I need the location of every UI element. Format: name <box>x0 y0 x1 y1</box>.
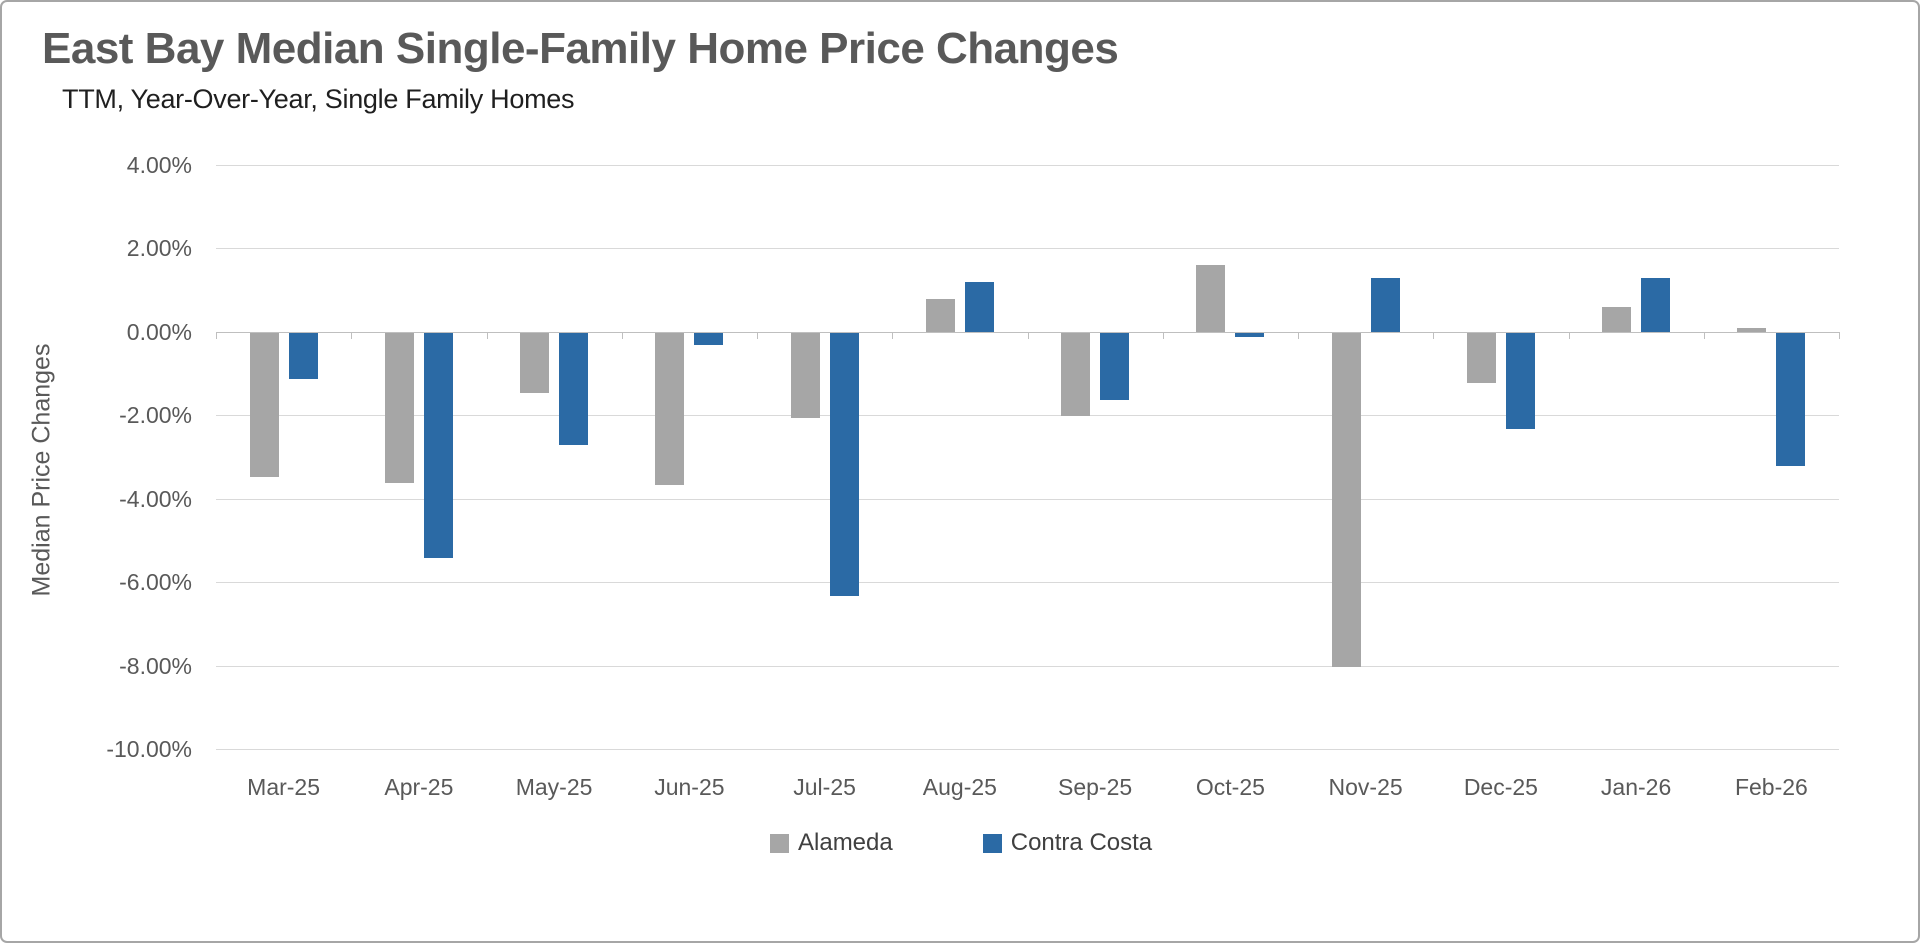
bar-contra-costa-sep-25 <box>1100 332 1130 400</box>
y-tick-label: 4.00% <box>126 152 192 178</box>
axis-tick-mark <box>1298 331 1299 339</box>
gridline <box>216 165 1839 166</box>
bar-contra-costa-apr-25 <box>423 332 453 559</box>
bar-contra-costa-dec-25 <box>1505 332 1535 429</box>
axis-tick-mark <box>1433 331 1435 339</box>
bar-contra-costa-jan-26 <box>1641 277 1671 332</box>
x-axis-tick-labels: Mar-25 Apr-25 May-25 Jun-25 Jul-25 Aug-25 Sep-… <box>216 774 1839 804</box>
axis-tick-mark <box>216 331 217 339</box>
x-tick-label-apr-25: Apr-25 <box>384 774 454 800</box>
legend-label-alameda: Alameda <box>798 829 893 856</box>
x-tick-label-may-25: May-25 <box>515 774 593 800</box>
y-tick-label: -2.00% <box>119 402 192 429</box>
gridline <box>216 665 1839 667</box>
legend: Alameda Contra Costa <box>770 829 1152 857</box>
bar-contra-costa-feb-26 <box>1776 332 1806 467</box>
chart-subtitle: TTM, Year-Over-Year, Single Family Homes <box>62 84 575 114</box>
y-tick-label: 2.00% <box>126 235 192 262</box>
axis-tick-mark <box>621 331 623 339</box>
bar-alameda-jul-25 <box>790 332 820 419</box>
x-tick-label-oct-25: Oct-25 <box>1195 774 1265 800</box>
x-tick-label-mar-25: Mar-25 <box>247 774 321 800</box>
gridline <box>216 582 1839 584</box>
x-tick-label-nov-25: Nov-25 <box>1328 774 1403 800</box>
bar-contra-costa-jun-25 <box>694 332 724 346</box>
x-tick-label-jun-25: Jun-25 <box>654 774 725 800</box>
gridline <box>216 498 1839 500</box>
legend-swatch-contra-costa <box>982 833 1002 853</box>
bar-alameda-dec-25 <box>1466 332 1496 383</box>
gridline <box>216 248 1839 250</box>
legend-item-contra-costa: Contra Costa <box>982 829 1153 857</box>
y-axis-tick-labels: 4.00% 2.00% 0.00% -2.00% -4.00% -6.00% -8.00% -… <box>2 2 192 943</box>
chart-title: East Bay Median Single-Family Home Price… <box>42 24 1119 73</box>
y-tick-label: -10.00% <box>106 736 192 762</box>
bar-contra-costa-may-25 <box>559 332 589 446</box>
bar-contra-costa-aug-25 <box>964 281 994 332</box>
bar-alameda-feb-26 <box>1737 327 1767 332</box>
y-tick-label: -8.00% <box>119 652 192 679</box>
y-tick-label: -6.00% <box>119 569 192 596</box>
legend-label-contra-costa: Contra Costa <box>1010 829 1153 856</box>
bar-contra-costa-nov-25 <box>1370 277 1400 332</box>
bar-alameda-may-25 <box>520 332 550 394</box>
bar-alameda-nov-25 <box>1331 332 1361 667</box>
x-tick-label-feb-26: Feb-26 <box>1734 774 1808 800</box>
axis-tick-mark <box>351 331 353 339</box>
axis-tick-mark <box>757 331 758 339</box>
x-tick-label-dec-25: Dec-25 <box>1463 774 1538 800</box>
axis-tick-mark <box>1568 331 1570 339</box>
axis-tick-mark <box>1703 331 1705 339</box>
bar-alameda-jan-26 <box>1602 306 1632 332</box>
axis-tick-mark <box>1839 331 1840 339</box>
legend-item-alameda: Alameda <box>770 829 893 857</box>
axis-tick-mark <box>486 331 488 339</box>
bar-contra-costa-mar-25 <box>288 332 318 379</box>
bar-alameda-mar-25 <box>249 332 279 477</box>
axis-tick-mark <box>892 331 894 339</box>
bar-alameda-apr-25 <box>384 332 414 484</box>
gridline <box>216 415 1839 417</box>
gridline <box>216 749 1839 750</box>
x-tick-label-jul-25: Jul-25 <box>793 774 856 800</box>
bar-alameda-aug-25 <box>925 298 955 332</box>
bar-alameda-sep-25 <box>1061 332 1091 417</box>
x-tick-label-aug-25: Aug-25 <box>922 774 997 800</box>
bar-alameda-oct-25 <box>1196 265 1226 332</box>
y-tick-label: 0.00% <box>126 318 192 345</box>
plot-area <box>216 165 1840 750</box>
legend-swatch-alameda <box>770 833 789 853</box>
y-tick-label: -4.00% <box>119 485 192 512</box>
x-tick-label-sep-25: Sep-25 <box>1058 774 1133 800</box>
axis-tick-mark <box>1162 331 1164 339</box>
axis-tick-mark <box>1027 331 1029 339</box>
x-tick-label-jan-26: Jan-26 <box>1600 774 1672 800</box>
bar-alameda-jun-25 <box>655 332 685 486</box>
bar-contra-costa-oct-25 <box>1235 332 1265 338</box>
bar-contra-costa-jul-25 <box>829 332 859 596</box>
